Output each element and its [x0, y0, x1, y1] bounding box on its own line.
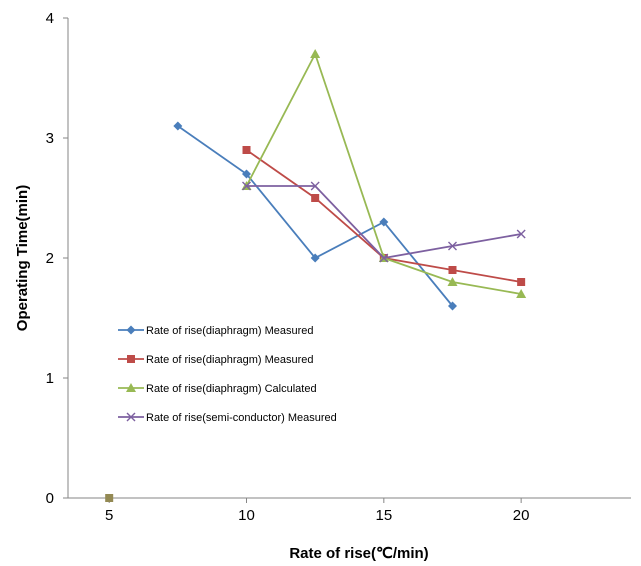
series-1-line — [177, 125, 454, 307]
axes — [63, 17, 631, 503]
x-tick-label: 10 — [238, 507, 255, 524]
legend-item-1: Rate of rise(diaphragm) Measured — [118, 325, 314, 337]
legend-swatch-marker — [127, 355, 135, 363]
legend-label: Rate of rise(diaphragm) Measured — [146, 325, 314, 337]
legend-label: Rate of rise(semi-conductor) Measured — [146, 412, 337, 424]
series-2-point — [242, 146, 251, 154]
series-4-point — [447, 241, 457, 251]
y-tick-label: 0 — [46, 490, 54, 507]
series-group — [105, 49, 527, 502]
series-3-point — [516, 289, 527, 298]
legend-item-3: Rate of rise(diaphragm) Calculated — [118, 383, 317, 395]
series-4-point — [379, 253, 389, 263]
y-tick-label: 4 — [46, 10, 54, 27]
y-axis-title: Operating Time(min) — [14, 185, 31, 331]
y-tick-label: 3 — [46, 130, 54, 147]
series-4-point — [242, 181, 252, 191]
legend-swatch-marker — [126, 325, 136, 335]
series-1-point — [447, 301, 457, 311]
series-2-line — [245, 149, 522, 283]
series-3-point — [310, 49, 321, 58]
legend-swatch-marker — [126, 412, 136, 422]
series-4-point — [310, 181, 320, 191]
x-tick-label: 15 — [375, 507, 392, 524]
legend-item-2: Rate of rise(diaphragm) Measured — [118, 354, 314, 366]
series-1-point — [379, 217, 389, 227]
legend-label: Rate of rise(diaphragm) Calculated — [146, 383, 317, 395]
x-tick-label: 5 — [105, 507, 113, 524]
series-3-point — [447, 277, 458, 286]
series-1-point — [310, 253, 320, 263]
legend: Rate of rise(diaphragm) Measured Rate of … — [118, 325, 337, 424]
y-tick-label: 1 — [46, 370, 54, 387]
x-axis-title: Rate of rise(℃/min) — [289, 545, 428, 562]
series-2-point — [517, 278, 526, 286]
legend-item-4: Rate of rise(semi-conductor) Measured — [118, 412, 337, 424]
series-4-point — [516, 229, 526, 239]
tick-labels: 0 1 2 3 4 5 10 15 20 — [46, 10, 530, 524]
extra-data-point — [105, 494, 114, 502]
legend-label: Rate of rise(diaphragm) Measured — [146, 354, 314, 366]
series-1-point — [242, 169, 252, 179]
y-tick-label: 2 — [46, 250, 54, 267]
legend-swatch-marker — [126, 383, 136, 392]
x-tick-label: 20 — [513, 507, 530, 524]
series-2-point — [311, 194, 320, 202]
series-1-point — [173, 121, 183, 131]
series-2-point — [448, 266, 457, 274]
